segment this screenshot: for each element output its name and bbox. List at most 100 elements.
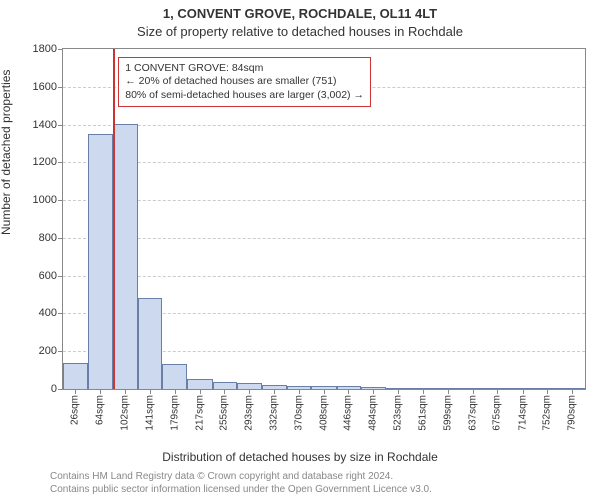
histogram-bar [287, 386, 312, 389]
histogram-bar [213, 382, 238, 389]
xtick-label: 141sqm [145, 395, 156, 431]
xtick-label: 64sqm [95, 395, 106, 425]
gridline [63, 276, 585, 277]
histogram-bar [262, 385, 287, 389]
page-title: 1, CONVENT GROVE, ROCHDALE, OL11 4LT [0, 6, 600, 21]
xtick-mark [547, 389, 548, 394]
histogram-bar [361, 387, 386, 389]
xtick-label: 675sqm [492, 395, 503, 431]
ytick-mark [58, 276, 63, 277]
xtick-mark [125, 389, 126, 394]
ytick-mark [58, 351, 63, 352]
gridline [63, 162, 585, 163]
ytick-label: 400 [39, 307, 57, 319]
xtick-label: 714sqm [517, 395, 528, 431]
xtick-label: 523sqm [393, 395, 404, 431]
histogram-bar [187, 379, 212, 389]
xtick-label: 599sqm [442, 395, 453, 431]
y-axis-label: Number of detached properties [0, 70, 13, 235]
ytick-label: 1000 [33, 194, 57, 206]
footer-attribution: Contains HM Land Registry data © Crown c… [50, 471, 590, 496]
page-subtitle: Size of property relative to detached ho… [0, 24, 600, 39]
histogram-bar [237, 383, 262, 389]
ytick-label: 1400 [33, 119, 57, 131]
xtick-mark [398, 389, 399, 394]
annotation-line: 80% of semi-detached houses are larger (… [125, 89, 364, 103]
annotation-line: 1 CONVENT GROVE: 84sqm [125, 62, 364, 76]
xtick-label: 255sqm [219, 395, 230, 431]
histogram-bar [63, 363, 88, 389]
histogram-bar [435, 388, 460, 389]
histogram-bar [535, 388, 560, 389]
xtick-mark [274, 389, 275, 394]
ytick-label: 0 [51, 383, 57, 395]
xtick-mark [473, 389, 474, 394]
ytick-mark [58, 389, 63, 390]
xtick-label: 293sqm [243, 395, 254, 431]
xtick-label: 446sqm [343, 395, 354, 431]
xtick-label: 484sqm [368, 395, 379, 431]
ytick-mark [58, 238, 63, 239]
histogram-bar [113, 124, 138, 389]
ytick-label: 1200 [33, 156, 57, 168]
ytick-mark [58, 313, 63, 314]
chart-plot-area: 02004006008001000120014001600180026sqm64… [62, 48, 586, 390]
xtick-label: 332sqm [269, 395, 280, 431]
ytick-label: 1600 [33, 81, 57, 93]
chart-container: 1, CONVENT GROVE, ROCHDALE, OL11 4LT Siz… [0, 0, 600, 500]
xtick-mark [497, 389, 498, 394]
xtick-label: 790sqm [566, 395, 577, 431]
xtick-label: 370sqm [293, 395, 304, 431]
xtick-label: 408sqm [318, 395, 329, 431]
xtick-label: 217sqm [194, 395, 205, 431]
ytick-mark [58, 200, 63, 201]
ytick-mark [58, 162, 63, 163]
ytick-mark [58, 125, 63, 126]
xtick-label: 637sqm [467, 395, 478, 431]
histogram-bar [461, 388, 486, 389]
xtick-mark [100, 389, 101, 394]
marker-line [113, 49, 115, 389]
xtick-mark [324, 389, 325, 394]
xtick-mark [423, 389, 424, 394]
xtick-mark [348, 389, 349, 394]
footer-line: Contains HM Land Registry data © Crown c… [50, 471, 590, 484]
ytick-label: 1800 [33, 43, 57, 55]
footer-line: Contains public sector information licen… [50, 484, 590, 497]
xtick-mark [200, 389, 201, 394]
histogram-bar [411, 388, 436, 389]
xtick-mark [299, 389, 300, 394]
ytick-label: 200 [39, 345, 57, 357]
xtick-mark [523, 389, 524, 394]
histogram-bar [162, 364, 187, 389]
histogram-bar [88, 134, 113, 389]
chart-annotation-box: 1 CONVENT GROVE: 84sqm ← 20% of detached… [118, 57, 371, 108]
x-axis-label: Distribution of detached houses by size … [0, 450, 600, 464]
ytick-label: 800 [39, 232, 57, 244]
histogram-bar [138, 298, 163, 389]
histogram-bar [337, 386, 362, 389]
histogram-bar [510, 388, 535, 389]
ytick-mark [58, 87, 63, 88]
xtick-mark [75, 389, 76, 394]
ytick-mark [58, 49, 63, 50]
xtick-label: 102sqm [119, 395, 130, 431]
xtick-label: 752sqm [542, 395, 553, 431]
ytick-label: 600 [39, 270, 57, 282]
histogram-bar [386, 388, 411, 389]
annotation-line: ← 20% of detached houses are smaller (75… [125, 75, 364, 89]
gridline [63, 238, 585, 239]
gridline [63, 200, 585, 201]
xtick-mark [373, 389, 374, 394]
histogram-bar [311, 386, 336, 389]
xtick-label: 561sqm [418, 395, 429, 431]
xtick-label: 179sqm [169, 395, 180, 431]
histogram-bar [560, 388, 585, 389]
xtick-mark [175, 389, 176, 394]
histogram-bar [486, 388, 511, 389]
xtick-mark [448, 389, 449, 394]
xtick-mark [150, 389, 151, 394]
gridline [63, 125, 585, 126]
xtick-mark [224, 389, 225, 394]
xtick-label: 26sqm [70, 395, 81, 425]
